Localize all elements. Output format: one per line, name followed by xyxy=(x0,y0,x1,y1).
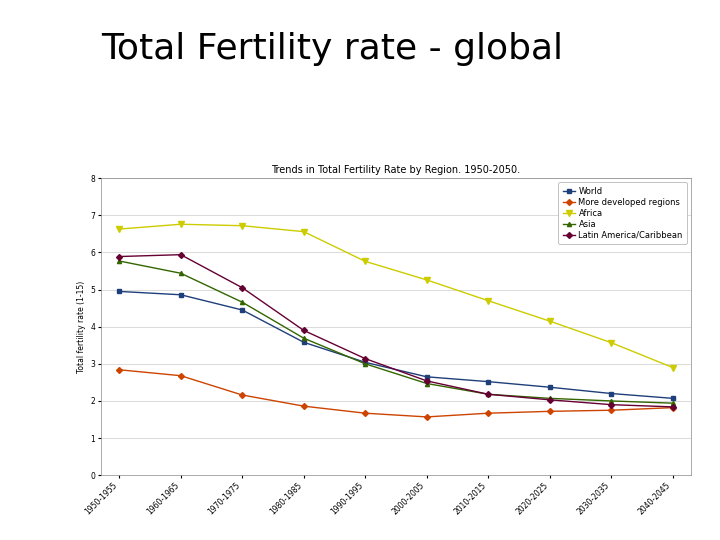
World xyxy=(176,292,185,298)
More developed regions xyxy=(361,410,369,416)
More developed regions xyxy=(546,408,554,415)
Line: World: World xyxy=(117,289,675,401)
Title: Trends in Total Fertility Rate by Region. 1950-2050.: Trends in Total Fertility Rate by Region… xyxy=(271,165,521,174)
Latin America/Caribbean xyxy=(546,396,554,403)
Asia xyxy=(361,361,369,367)
Text: Total Fertility rate - global: Total Fertility rate - global xyxy=(101,32,563,66)
More developed regions xyxy=(607,407,616,414)
Asia xyxy=(546,395,554,402)
Asia xyxy=(423,380,431,387)
More developed regions xyxy=(300,403,308,409)
More developed regions xyxy=(423,414,431,420)
Latin America/Caribbean xyxy=(484,391,492,397)
More developed regions xyxy=(115,367,124,373)
Legend: World, More developed regions, Africa, Asia, Latin America/Caribbean: World, More developed regions, Africa, A… xyxy=(559,183,687,244)
World xyxy=(668,395,677,402)
World xyxy=(607,390,616,397)
Africa xyxy=(115,226,124,232)
World xyxy=(300,339,308,346)
Latin America/Caribbean xyxy=(607,401,616,408)
Africa xyxy=(668,364,677,371)
Africa xyxy=(238,222,246,229)
Latin America/Caribbean xyxy=(423,377,431,384)
More developed regions xyxy=(668,404,677,411)
Latin America/Caribbean xyxy=(668,404,677,410)
World xyxy=(115,288,124,295)
Africa xyxy=(607,340,616,346)
Line: More developed regions: More developed regions xyxy=(117,368,675,419)
Asia xyxy=(176,270,185,276)
Africa xyxy=(361,258,369,265)
Latin America/Caribbean xyxy=(361,355,369,362)
Africa xyxy=(484,298,492,304)
Africa xyxy=(546,318,554,325)
Africa xyxy=(300,228,308,235)
Latin America/Caribbean xyxy=(115,253,124,260)
More developed regions xyxy=(176,373,185,379)
Asia xyxy=(607,397,616,404)
World xyxy=(546,384,554,390)
World xyxy=(238,307,246,313)
Line: Africa: Africa xyxy=(116,221,676,371)
Line: Asia: Asia xyxy=(117,259,675,405)
Latin America/Caribbean xyxy=(300,327,308,334)
Asia xyxy=(115,258,124,264)
Africa xyxy=(176,221,185,227)
Africa xyxy=(423,276,431,283)
World xyxy=(423,374,431,380)
Latin America/Caribbean xyxy=(176,252,185,258)
Latin America/Caribbean xyxy=(238,285,246,291)
Y-axis label: Total fertility rate (1-15): Total fertility rate (1-15) xyxy=(77,281,86,373)
More developed regions xyxy=(484,410,492,416)
Asia xyxy=(484,391,492,397)
World xyxy=(361,359,369,366)
World xyxy=(484,379,492,385)
Line: Latin America/Caribbean: Latin America/Caribbean xyxy=(117,253,675,409)
Asia xyxy=(238,299,246,306)
Asia xyxy=(668,400,677,407)
Asia xyxy=(300,335,308,341)
More developed regions xyxy=(238,392,246,399)
